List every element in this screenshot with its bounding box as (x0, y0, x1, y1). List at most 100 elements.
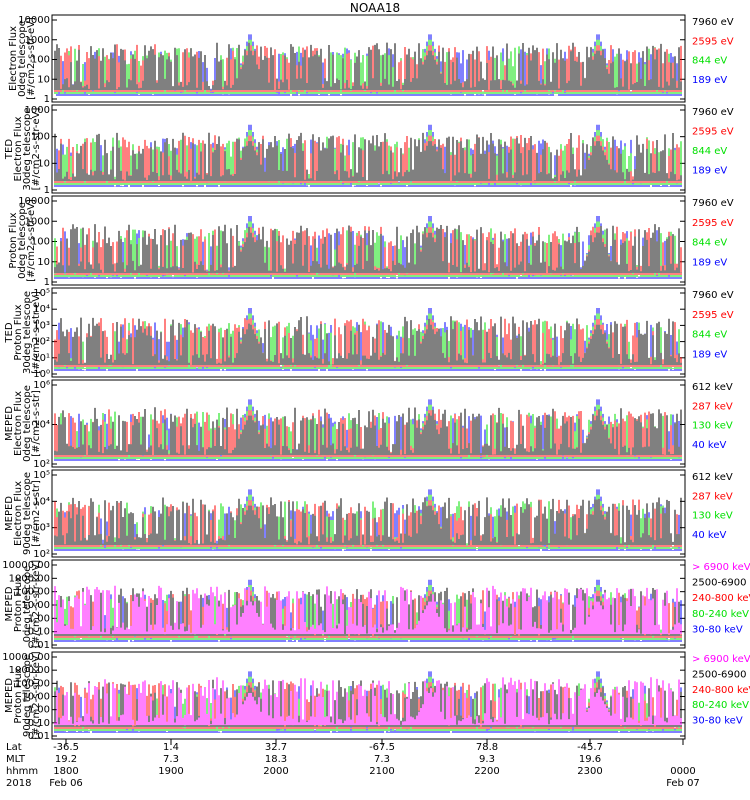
y-axis-label: [#/cm2-s-str] (31, 390, 42, 457)
y-tick-label: 10 (37, 257, 50, 268)
legend-entry: 844 eV (692, 56, 727, 67)
x-tick-lat: 32.7 (265, 742, 287, 753)
y-tick-label: 10⁴ (33, 496, 50, 507)
y-tick-label: 1000.00 (9, 665, 50, 676)
y-tick-label: 10.00 (21, 600, 50, 611)
x-tick-hhmm: 1800 (53, 766, 78, 777)
y-tick-label: 10³ (33, 320, 50, 331)
panel-frame (51, 104, 686, 194)
y-axis-label: 30deg telescope (22, 107, 33, 190)
series-trace-black (54, 224, 682, 273)
x-tick-mlt: 18.3 (265, 754, 287, 765)
y-tick-label: 10 (37, 74, 50, 85)
y-axis-label: 90deg telescope (22, 654, 33, 737)
x-tick-lat: 78.8 (476, 742, 498, 753)
y-axis-label: MEPED (4, 406, 15, 441)
y-tick-label: 1 (44, 94, 50, 105)
legend-entry: 130 keV (692, 511, 733, 522)
legend-entry: 30-80 keV (692, 624, 743, 635)
legend-entry: 287 keV (692, 401, 733, 412)
y-tick-label: 1000 (25, 35, 50, 46)
x-tick-mlt: 19.6 (579, 754, 601, 765)
legend-entry: 2595 eV (692, 36, 734, 47)
y-axis-label: Proton Flux (13, 304, 24, 360)
y-tick-label: 1000 (25, 216, 50, 227)
x-tick-hhmm: 2000 (263, 766, 288, 777)
y-tick-label: 1.00 (28, 705, 50, 716)
y-tick-label: 100 (31, 55, 50, 66)
legend-entry: 189 eV (692, 257, 727, 268)
panel-frame (51, 379, 686, 468)
y-tick-label: 10000.00 (2, 652, 50, 663)
legend-entry: > 6900 keV (692, 562, 750, 573)
legend-entry: 2500-6900 (692, 578, 747, 589)
legend-entry: 30-80 keV (692, 716, 743, 727)
y-axis-label: 0deg telescope (22, 566, 33, 643)
legend-entry: 240-800 keV (692, 685, 750, 696)
series-trace-black (54, 132, 682, 181)
y-tick-label: 100 (31, 132, 50, 143)
legend-entry: 287 keV (692, 491, 733, 502)
legend-entry: 189 eV (692, 75, 727, 86)
footer-row-label: Lat (6, 742, 22, 753)
y-tick-label: 1.00 (28, 613, 50, 624)
y-tick-label: 1000.00 (9, 573, 50, 584)
y-tick-label: 10000.00 (2, 560, 50, 571)
legend-entry: 7960 eV (692, 198, 734, 209)
panel-frame (51, 287, 686, 378)
legend-entry: > 6900 keV (692, 654, 750, 665)
x-tick-lat: -67.5 (369, 742, 395, 753)
y-axis-label: [#/cm2-s-str-eV] (31, 108, 42, 191)
x-tick-hhmm: 2300 (577, 766, 602, 777)
y-axis-label: MEPED (4, 496, 15, 531)
panel-frame (51, 14, 686, 103)
series-trace-black (54, 42, 682, 90)
panel-7: 0.01 0.10 1.00 10.00 100.00 1000.00 10000.00 ME… (2, 559, 750, 651)
y-tick-label: 1 (44, 277, 50, 288)
series-trace-black (54, 316, 682, 365)
y-axis-label: Proton Flux (13, 576, 24, 632)
y-tick-label: 0.01 (28, 731, 50, 742)
legend-entry: 130 keV (692, 421, 733, 432)
legend-entry: 7960 eV (692, 17, 734, 28)
series-trace-magenta (54, 677, 682, 725)
y-tick-label: 10³ (33, 523, 50, 534)
legend-entry: 612 keV (692, 472, 733, 483)
x-tick-mlt: 7.3 (374, 754, 390, 765)
x-tick-hhmm: 2100 (369, 766, 394, 777)
y-axis-label: [#/cm2-s-str-eV] (26, 199, 37, 282)
legend-entry: 189 eV (692, 349, 727, 360)
series-trace-magenta (54, 585, 682, 634)
legend-entry: 844 eV (692, 146, 727, 157)
x-tick-hhmm: 0000 (670, 766, 695, 777)
y-axis-label: [#/cm2-s-str-eV] (26, 17, 37, 100)
y-axis-label: Proton Flux (8, 212, 19, 268)
footer-row-label: MLT (6, 754, 26, 765)
y-tick-label: 10.00 (21, 692, 50, 703)
y-tick-label: 10⁴ (33, 304, 50, 315)
y-axis-label: 0deg telescope (17, 20, 28, 97)
y-tick-label: 10¹ (33, 353, 50, 364)
x-tick-lat: -45.7 (577, 742, 603, 753)
x-tick-date: Feb 06 (49, 778, 83, 789)
y-axis-label: Proton Flux (13, 667, 24, 723)
y-tick-label: 100 (31, 237, 50, 248)
legend-entry: 7960 eV (692, 290, 734, 301)
legend-entry: 40 keV (692, 440, 726, 451)
legend-entry: 612 keV (692, 382, 733, 393)
y-tick-label: 1 (44, 185, 50, 196)
footer-row-label: hhmm (6, 766, 38, 777)
y-axis-label: TED (4, 322, 15, 343)
series-trace-black (54, 497, 682, 545)
y-tick-label: 10⁰ (33, 369, 50, 380)
y-tick-label: 10000 (18, 15, 50, 26)
legend-entry: 80-240 keV (692, 609, 749, 620)
legend-entry: 2595 eV (692, 127, 734, 138)
y-axis-label: MEPED (4, 678, 15, 713)
